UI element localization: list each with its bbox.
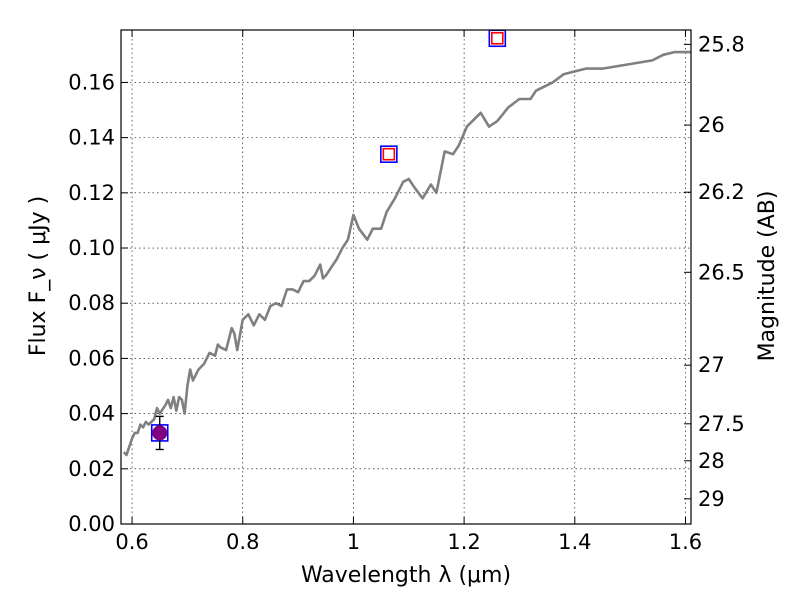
y2-tick-label: 25.8 xyxy=(698,32,745,56)
x-tick-label: 1.4 xyxy=(558,530,591,554)
y2-tick-label: 27.5 xyxy=(698,412,745,436)
plot-frame xyxy=(120,29,692,525)
photometry-square-red xyxy=(491,31,504,45)
ticks: 0.6 0.8 1 1.2 1.4 1.6 0.00 0.02 0.04 0.06 0.08 0.10… xyxy=(68,30,745,554)
y2-tick-label: 29 xyxy=(698,487,725,511)
y2-axis-label: Magnitude (AB) xyxy=(755,191,780,362)
y-tick-label: 0.14 xyxy=(68,126,115,150)
plot-area xyxy=(122,29,691,457)
grid xyxy=(121,30,691,525)
spectrum-line xyxy=(122,50,691,457)
y-tick-label: 0.06 xyxy=(68,346,115,370)
x-axis-label: Wavelength λ (μm) xyxy=(301,563,511,588)
y-tick-label: 0.02 xyxy=(68,457,115,481)
y2-tick-label: 28 xyxy=(698,449,725,473)
x-tick-label: 1.2 xyxy=(447,530,480,554)
y-tick-label: 0.00 xyxy=(68,512,115,536)
x-tick-label: 0.8 xyxy=(226,530,259,554)
y2-tick-label: 26.2 xyxy=(698,180,745,204)
photometry-square-red xyxy=(382,147,396,161)
y-tick-label: 0.10 xyxy=(68,236,115,260)
y2-tick-label: 27 xyxy=(698,353,725,377)
y2-tick-label: 26 xyxy=(698,113,725,137)
y-axis-label: Flux F_ν ( μJy ) xyxy=(26,196,51,356)
x-tick-label: 1.6 xyxy=(669,530,702,554)
photometry-square-blue xyxy=(380,145,398,163)
y-tick-label: 0.12 xyxy=(68,181,115,205)
x-tick-label: 1 xyxy=(347,530,360,554)
y-tick-label: 0.16 xyxy=(68,70,115,94)
y-tick-label: 0.04 xyxy=(68,402,115,426)
x-tick-label: 0.6 xyxy=(115,530,148,554)
y2-tick-label: 26.5 xyxy=(698,260,745,284)
flux-point xyxy=(152,425,168,441)
y-tick-label: 0.08 xyxy=(68,291,115,315)
